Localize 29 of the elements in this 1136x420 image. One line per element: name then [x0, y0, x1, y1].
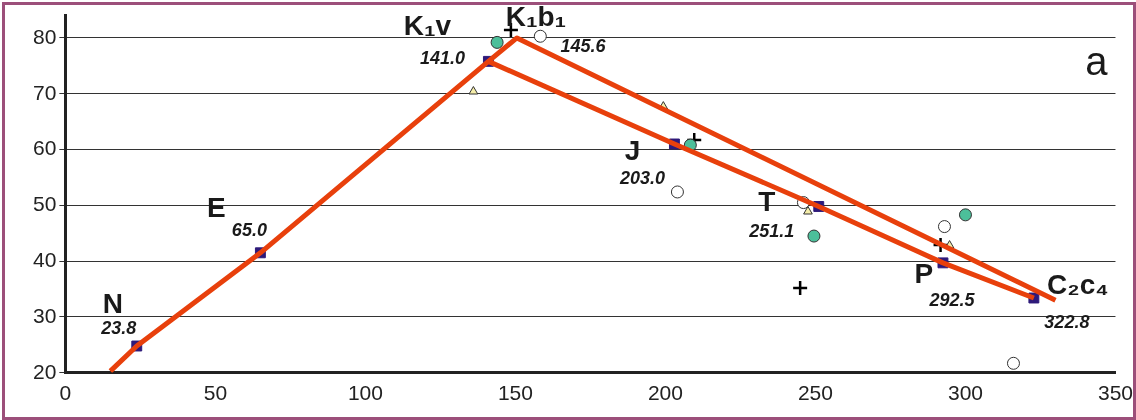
annotation: 141.0 [419, 48, 465, 69]
x-tick-label: 0 [59, 381, 72, 405]
x-tick-label: 250 [797, 381, 833, 405]
annotation: 65.0 [231, 219, 267, 240]
annotation: 145.6 [560, 35, 607, 56]
x-tick-label: 350 [1097, 381, 1133, 405]
annotation: P [914, 257, 934, 289]
annotation: 322.8 [1044, 311, 1090, 332]
annotation: K₁v [403, 10, 452, 42]
x-tick-label: 100 [347, 381, 383, 405]
y-tick-label: 60 [33, 136, 57, 160]
annotation: 251.1 [748, 221, 795, 242]
annotation: a [1085, 38, 1109, 83]
x-tick-label: 300 [947, 381, 983, 405]
annotation: 23.8 [100, 317, 137, 338]
annotation: N [102, 287, 123, 319]
y-tick-label: 20 [33, 359, 57, 383]
annotation: C₂c₄ [1047, 268, 1109, 300]
y-tick-label: 30 [33, 303, 57, 327]
x-tick-label: 200 [647, 381, 683, 405]
y-tick-label: 50 [33, 192, 57, 216]
y-tick-label: 40 [33, 247, 57, 271]
annotation: 203.0 [618, 167, 665, 188]
annotation: 292.5 [928, 289, 976, 310]
x-tick-label: 150 [497, 381, 533, 405]
x-tick-label: 50 [203, 381, 228, 405]
annotation: K₁b₁ [505, 0, 567, 32]
y-tick-label: 70 [33, 80, 57, 104]
y-tick-label: 80 [33, 24, 57, 48]
